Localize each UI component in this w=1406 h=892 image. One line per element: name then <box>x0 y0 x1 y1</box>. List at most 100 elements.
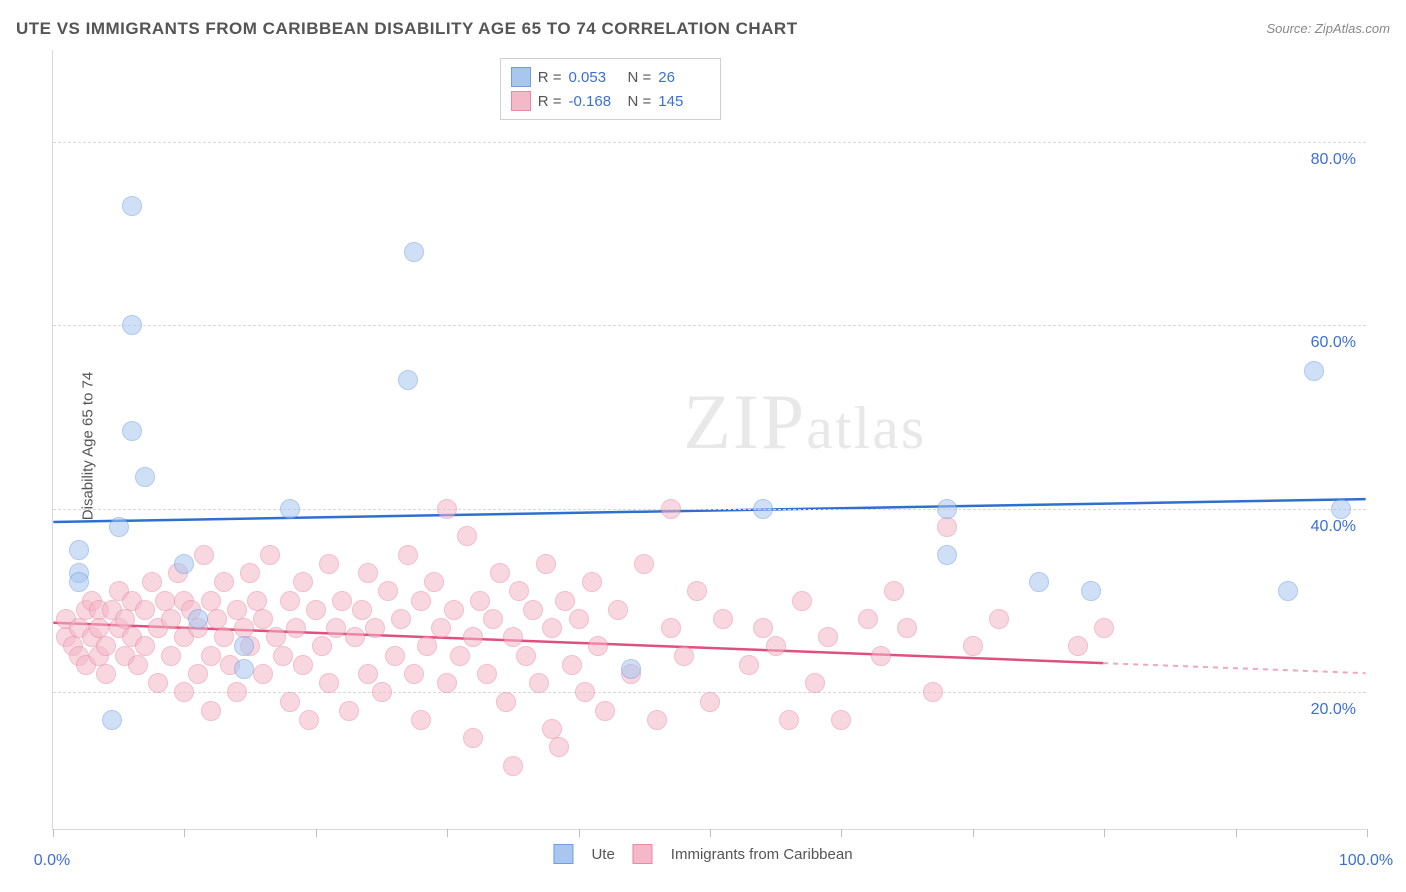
data-point <box>884 581 904 601</box>
x-tick <box>1367 829 1368 837</box>
data-point <box>306 600 326 620</box>
data-point <box>661 499 681 519</box>
data-point <box>247 591 267 611</box>
data-point <box>805 673 825 693</box>
data-point <box>148 673 168 693</box>
data-point <box>739 655 759 675</box>
data-point <box>319 673 339 693</box>
chart-title: UTE VS IMMIGRANTS FROM CARIBBEAN DISABIL… <box>16 19 798 39</box>
watermark: ZIPatlas <box>683 377 926 467</box>
y-tick-label: 80.0% <box>1311 151 1356 169</box>
data-point <box>319 554 339 574</box>
data-point <box>463 728 483 748</box>
grid-line <box>53 325 1366 326</box>
data-point <box>1094 618 1114 638</box>
data-point <box>1278 581 1298 601</box>
x-tick <box>710 829 711 837</box>
data-point <box>424 572 444 592</box>
data-point <box>339 701 359 721</box>
data-point <box>155 591 175 611</box>
data-point <box>444 600 464 620</box>
data-point <box>266 627 286 647</box>
x-tick <box>579 829 580 837</box>
data-point <box>280 591 300 611</box>
data-point <box>437 673 457 693</box>
series-legend: Ute Immigrants from Caribbean <box>553 844 852 864</box>
data-point <box>96 664 116 684</box>
data-point <box>253 664 273 684</box>
data-point <box>1029 572 1049 592</box>
data-point <box>404 242 424 262</box>
data-point <box>214 572 234 592</box>
data-point <box>437 499 457 519</box>
data-point <box>647 710 667 730</box>
data-point <box>122 421 142 441</box>
data-point <box>753 618 773 638</box>
x-tick-label: 0.0% <box>34 852 70 870</box>
data-point <box>411 710 431 730</box>
data-point <box>549 737 569 757</box>
data-point <box>194 545 214 565</box>
data-point <box>555 591 575 611</box>
data-point <box>286 618 306 638</box>
data-point <box>280 692 300 712</box>
data-point <box>128 655 148 675</box>
data-point <box>207 609 227 629</box>
data-point <box>398 370 418 390</box>
data-point <box>989 609 1009 629</box>
data-point <box>818 627 838 647</box>
data-point <box>174 682 194 702</box>
data-point <box>575 682 595 702</box>
data-point <box>858 609 878 629</box>
data-point <box>253 609 273 629</box>
data-point <box>69 540 89 560</box>
n-value-caribbean: 145 <box>658 93 710 110</box>
data-point <box>634 554 654 574</box>
r-value-ute: 0.053 <box>569 69 621 86</box>
y-tick-label: 20.0% <box>1311 701 1356 719</box>
data-point <box>753 499 773 519</box>
data-point <box>713 609 733 629</box>
legend-label-ute: Ute <box>591 846 614 863</box>
data-point <box>450 646 470 666</box>
data-point <box>174 554 194 574</box>
source-name: ZipAtlas.com <box>1315 21 1390 36</box>
data-point <box>332 591 352 611</box>
r-label: R = <box>538 69 562 86</box>
data-point <box>595 701 615 721</box>
data-point <box>227 600 247 620</box>
data-point <box>188 664 208 684</box>
data-point <box>937 545 957 565</box>
source-label: Source: <box>1266 21 1314 36</box>
data-point <box>503 756 523 776</box>
data-point <box>391 609 411 629</box>
x-tick <box>973 829 974 837</box>
trend-lines <box>53 50 1366 829</box>
data-point <box>122 315 142 335</box>
data-point <box>234 618 254 638</box>
data-point <box>509 581 529 601</box>
data-point <box>779 710 799 730</box>
swatch-ute <box>553 844 573 864</box>
grid-line <box>53 509 1366 510</box>
data-point <box>1081 581 1101 601</box>
data-point <box>378 581 398 601</box>
data-point <box>457 526 477 546</box>
data-point <box>240 563 260 583</box>
swatch-caribbean <box>633 844 653 864</box>
data-point <box>135 467 155 487</box>
source: Source: ZipAtlas.com <box>1266 20 1390 38</box>
data-point <box>588 636 608 656</box>
r-value-caribbean: -0.168 <box>569 93 621 110</box>
data-point <box>529 673 549 693</box>
x-tick <box>316 829 317 837</box>
data-point <box>372 682 392 702</box>
data-point <box>536 554 556 574</box>
data-point <box>161 646 181 666</box>
data-point <box>352 600 372 620</box>
data-point <box>89 618 109 638</box>
data-point <box>161 609 181 629</box>
swatch-caribbean <box>511 91 531 111</box>
data-point <box>477 664 497 684</box>
legend-label-caribbean: Immigrants from Caribbean <box>671 846 853 863</box>
